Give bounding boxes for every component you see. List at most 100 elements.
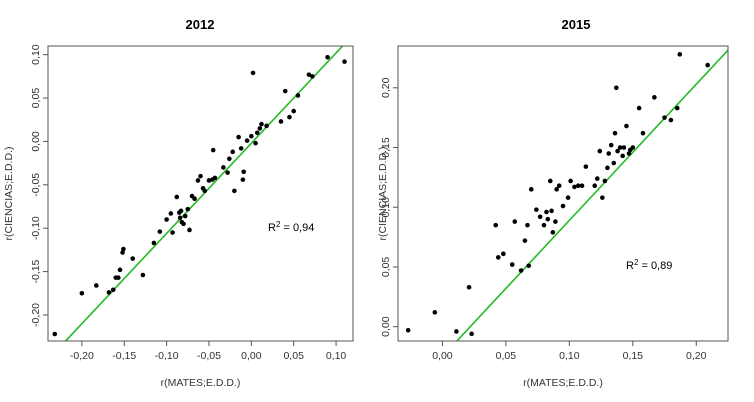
y-tick-label: -0,05: [30, 173, 42, 197]
data-point: [106, 290, 112, 295]
data-point: [626, 151, 632, 156]
data-point: [230, 149, 235, 155]
data-point: [306, 72, 312, 77]
data-point: [541, 222, 547, 228]
data-point: [52, 331, 58, 337]
data-point: [210, 147, 216, 153]
data-point: [130, 256, 136, 261]
y-axis-label: r(CIENCIAS;E.D.D.): [3, 147, 15, 241]
data-point: [250, 70, 256, 76]
data-point: [187, 227, 192, 233]
data-point: [325, 54, 330, 60]
x-tick-label: -0,10: [155, 350, 179, 362]
data-point: [310, 74, 315, 79]
chart-title: 2012: [186, 17, 215, 32]
data-point: [254, 130, 260, 136]
data-point: [605, 165, 610, 171]
x-tick-label: 0,00: [432, 350, 453, 362]
chart-panel-2: 2015 0,00 0,05 0,10 0,15 0,20 0,00 0,05 0,10 0,15…: [377, 17, 729, 389]
y-tick-label: 0,00: [30, 131, 42, 152]
plot-frame: [397, 45, 729, 342]
y-tick-label: 0,15: [380, 137, 392, 158]
r-squared-annotation: R2 = 0,89: [626, 258, 672, 272]
data-point: [168, 211, 174, 216]
data-point: [556, 183, 562, 189]
chart-panel-1: 2012 -0,20 -0,15 -0,10 -0,05 0,00 0,05 0,10 -0,2…: [3, 17, 354, 389]
data-point: [512, 219, 518, 224]
data-point: [192, 196, 197, 202]
data-point: [528, 187, 534, 192]
data-point: [282, 88, 288, 94]
data-point: [668, 117, 674, 123]
data-point: [93, 283, 99, 288]
data-point: [615, 148, 620, 154]
data-point: [600, 195, 605, 200]
data-point: [493, 222, 499, 228]
x-tick-label: -0,20: [70, 350, 94, 362]
data-point: [674, 105, 680, 111]
data-point: [548, 178, 553, 184]
data-point: [177, 215, 183, 221]
x-axis-label: r(MATES;E.D.D.): [161, 377, 241, 389]
data-point: [572, 184, 577, 190]
data-point: [537, 214, 543, 220]
data-point: [140, 272, 146, 278]
data-point: [592, 183, 598, 189]
data-point: [195, 178, 201, 183]
data-point: [608, 142, 614, 148]
data-point: [624, 123, 629, 129]
data-point: [677, 52, 683, 57]
y-axis-label: r(CIENCIAS;E.D.D.): [377, 147, 389, 241]
data-point: [636, 105, 642, 111]
data-point: [342, 59, 347, 64]
data-point: [662, 115, 667, 120]
data-point: [640, 130, 646, 136]
data-point: [553, 219, 558, 224]
data-point: [550, 230, 556, 235]
data-point: [545, 216, 551, 222]
data-point: [238, 146, 244, 151]
data-point: [612, 130, 618, 136]
data-point: [630, 145, 636, 150]
data-point: [120, 250, 125, 255]
data-point: [212, 175, 218, 181]
fit-line: [64, 46, 344, 341]
data-point: [244, 138, 250, 143]
data-point: [602, 178, 608, 184]
data-point: [151, 240, 157, 246]
data-point: [405, 327, 411, 333]
data-point: [202, 188, 208, 194]
data-point: [198, 173, 203, 179]
data-point: [253, 140, 258, 146]
data-point: [454, 329, 459, 334]
data-point: [178, 208, 184, 214]
data-point: [295, 93, 301, 98]
x-tick-label: 0,10: [326, 350, 347, 362]
data-point: [705, 62, 710, 68]
data-point: [278, 119, 284, 124]
data-point: [287, 114, 292, 120]
data-point: [526, 263, 532, 269]
x-axis-label: r(MATES;E.D.D.): [523, 377, 603, 389]
data-point: [560, 203, 566, 209]
x-tick-label: 0,20: [686, 350, 707, 362]
data-point: [264, 123, 269, 129]
y-tick-label: 0,10: [380, 197, 392, 218]
data-point: [170, 230, 175, 235]
fit-line: [455, 49, 728, 341]
data-point: [240, 177, 246, 182]
data-point: [620, 153, 625, 159]
data-point: [221, 165, 226, 170]
data-point: [181, 221, 186, 227]
data-point: [157, 229, 163, 234]
data-point: [575, 183, 581, 189]
data-point: [225, 170, 230, 175]
y-tick-label: 0,05: [380, 257, 392, 278]
data-point: [469, 331, 474, 337]
plot-frame: [47, 45, 354, 342]
data-point: [110, 287, 116, 293]
x-tick-label: -0,15: [112, 350, 136, 362]
x-tick-label: 0,10: [559, 350, 580, 362]
data-point: [185, 206, 191, 212]
data-point: [257, 126, 263, 131]
